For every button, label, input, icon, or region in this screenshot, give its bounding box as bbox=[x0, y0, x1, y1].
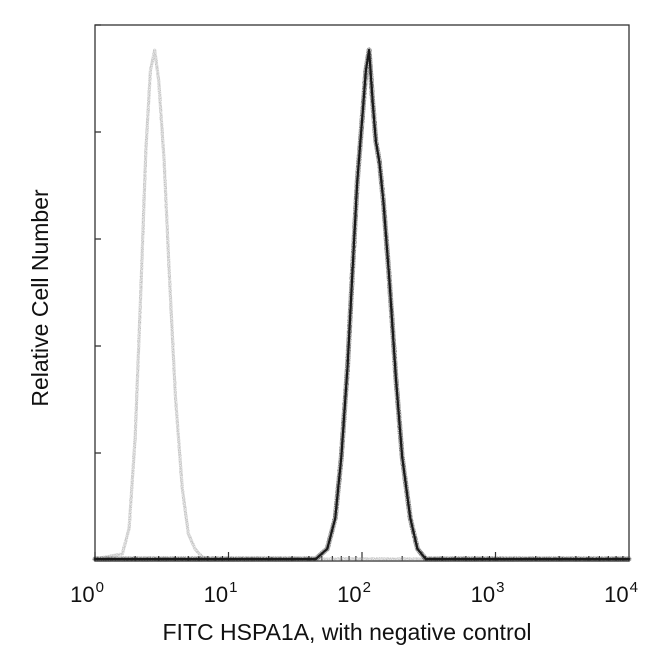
sample-histogram-curve-core bbox=[93, 48, 631, 561]
x-tick-label: 104 bbox=[604, 579, 638, 607]
x-tick-exponent: 4 bbox=[630, 579, 638, 596]
x-axis-label: FITC HSPA1A, with negative control bbox=[163, 619, 532, 645]
x-tick-label: 103 bbox=[471, 579, 505, 607]
x-tick-label: 101 bbox=[204, 579, 238, 607]
x-axis-tick-labels: 100 101 102 103 104 bbox=[70, 579, 638, 607]
x-tick-label: 100 bbox=[70, 579, 104, 607]
y-axis-label: Relative Cell Number bbox=[27, 189, 53, 407]
x-tick-exponent: 0 bbox=[96, 579, 104, 596]
histogram-series bbox=[92, 47, 632, 562]
y-axis-ticks bbox=[95, 24, 101, 454]
x-tick-exponent: 2 bbox=[363, 579, 371, 596]
control-histogram-curve bbox=[93, 48, 631, 561]
x-tick-exponent: 3 bbox=[496, 579, 504, 596]
x-tick-exponent: 1 bbox=[229, 579, 237, 596]
x-tick-label: 102 bbox=[337, 579, 371, 607]
